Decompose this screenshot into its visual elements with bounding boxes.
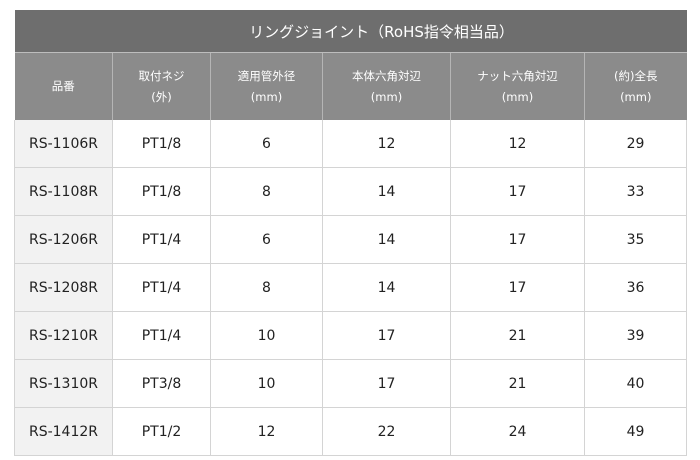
table-cell: 21 [450,311,585,360]
header-cell: (約)全長 (mm) [583,52,687,120]
table-cell: 40 [583,359,688,408]
header-line: (mm) [370,89,403,104]
spec-table-wrap: リングジョイント（RoHS指令相当品） 品番 取付ネジ (外) 適用管外径 (mm) 本体… [14,10,688,456]
table-cell: PT1/8 [112,167,211,216]
table-cell: 22 [322,407,451,456]
table-cell: 12 [450,120,585,168]
header-line: ナット六角対辺 [477,68,558,83]
table-cell: 12 [322,120,451,168]
header-cell: ナット六角対辺 (mm) [450,52,585,120]
header-cell: 本体六角対辺 (mm) [322,52,451,120]
header-line: 本体六角対辺 [352,68,421,83]
header-cell: 品番 [14,52,113,120]
table-cell: 14 [322,167,451,216]
part-number-cell: RS-1208R [14,263,113,312]
table-cell: PT1/8 [112,120,211,168]
table-cell: 17 [322,359,451,408]
table-cell: 21 [450,359,585,408]
table-cell: 17 [322,311,451,360]
header-line: 適用管外径 [237,68,296,83]
table-cell: 10 [210,359,323,408]
table-cell: 10 [210,311,323,360]
part-number-cell: RS-1108R [14,167,113,216]
part-number-cell: RS-1412R [14,407,113,456]
table-cell: 39 [583,311,688,360]
table-cell: 29 [583,120,688,168]
table-cell: PT1/4 [112,311,211,360]
table-cell: 12 [210,407,323,456]
header-line: 品番 [51,79,75,93]
header-line: (外) [151,89,172,104]
table-body: RS-1106R PT1/8 6 12 12 29 RS-1108R PT1/8 8 14 17 33… [14,120,688,456]
table-row: RS-1106R PT1/8 6 12 12 29 [14,120,688,168]
table-cell: 14 [322,215,451,264]
table-cell: 6 [210,215,323,264]
table-cell: 36 [583,263,688,312]
table-cell: PT1/2 [112,407,211,456]
header-line: 取付ネジ [138,68,185,83]
header-line: (約)全長 [614,68,658,83]
part-number-cell: RS-1206R [14,215,113,264]
table-cell: 14 [322,263,451,312]
table-cell: PT3/8 [112,359,211,408]
table-cell: 8 [210,167,323,216]
header-cell: 取付ネジ (外) [112,52,211,120]
table-cell: 17 [450,215,585,264]
table-row: RS-1206R PT1/4 6 14 17 35 [14,215,688,264]
table-cell: 33 [583,167,688,216]
header-cell: 適用管外径 (mm) [210,52,323,120]
part-number-cell: RS-1210R [14,311,113,360]
part-number-cell: RS-1106R [14,120,113,168]
table-title: リングジョイント（RoHS指令相当品） [14,10,687,53]
header-line: (mm) [620,89,652,104]
table-cell: 17 [450,167,585,216]
spec-table: リングジョイント（RoHS指令相当品） 品番 取付ネジ (外) 適用管外径 (mm) 本体… [14,10,688,456]
table-row: RS-1210R PT1/4 10 17 21 39 [14,311,688,360]
table-cell: PT1/4 [112,263,211,312]
header-line: (mm) [501,89,534,104]
table-cell: 6 [210,120,323,168]
table-cell: 8 [210,263,323,312]
table-row: RS-1310R PT3/8 10 17 21 40 [14,359,688,408]
table-cell: 49 [583,407,688,456]
part-number-cell: RS-1310R [14,359,113,408]
header-row: 品番 取付ネジ (外) 適用管外径 (mm) 本体六角対辺 (mm) ナット六角対辺 (mm)(… [14,52,687,120]
table-cell: 17 [450,263,585,312]
table-row: RS-1412R PT1/2 12 22 24 49 [14,407,688,456]
table-cell: 24 [450,407,585,456]
table-cell: PT1/4 [112,215,211,264]
table-cell: 35 [583,215,688,264]
table-row: RS-1108R PT1/8 8 14 17 33 [14,167,688,216]
table-row: RS-1208R PT1/4 8 14 17 36 [14,263,688,312]
header-line: (mm) [250,89,283,104]
